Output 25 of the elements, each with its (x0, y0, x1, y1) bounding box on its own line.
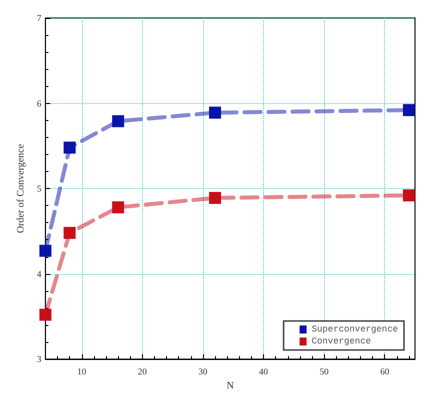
legend-label: Superconvergence (312, 324, 398, 334)
legend-label: Convergence (312, 336, 372, 346)
y-tick-label: 4 (36, 268, 42, 279)
point (39, 308, 52, 321)
x-tick-label: 50 (320, 366, 330, 377)
x-tick-label: 40 (259, 366, 269, 377)
point (112, 115, 124, 128)
y-tick-label: 7 (36, 13, 42, 23)
y-axis-title: Order of Convergence (16, 143, 26, 234)
x-tick-label: 20 (138, 366, 148, 377)
y-tick-label: 3 (36, 354, 42, 364)
x-tick-label: 30 (198, 366, 208, 377)
x-axis-title: N (226, 380, 234, 392)
point (64, 142, 76, 154)
point (209, 106, 222, 119)
point (64, 226, 76, 239)
point (39, 244, 52, 257)
y-tick-label: 5 (36, 184, 42, 194)
y-tick-label: 6 (36, 98, 42, 108)
x-tick-label: 60 (380, 366, 390, 377)
point (402, 189, 415, 202)
point (112, 201, 124, 214)
point (402, 104, 415, 116)
x-tick-label: 10 (77, 366, 87, 377)
point (209, 192, 222, 204)
